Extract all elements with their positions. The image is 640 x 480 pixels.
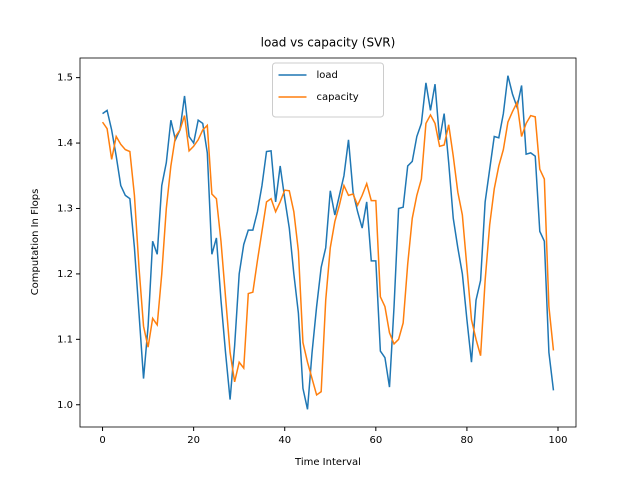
x-tick-label: 20 [187,435,200,446]
y-tick-label: 1.2 [57,269,73,280]
legend-label: capacity [317,92,359,103]
y-axis-label: Computation In Flops [30,189,41,296]
chart-title: load vs capacity (SVR) [261,36,396,50]
x-tick-label: 80 [461,435,474,446]
y-tick-label: 1.3 [57,203,73,214]
line-series [101,99,555,397]
plot-frame [79,57,577,428]
x-tick-label: 40 [278,435,291,446]
x-axis-label: Time Interval [294,457,361,468]
line-series [102,75,555,410]
y-tick-label: 1.0 [57,400,73,411]
x-tick-label: 60 [369,435,382,446]
x-tick-label: 0 [99,435,105,446]
legend-label: load [317,70,338,81]
y-tick-label: 1.4 [57,138,73,149]
x-tick-label: 100 [548,435,567,446]
y-tick-label: 1.1 [57,334,73,345]
legend-box [272,62,384,118]
y-tick-label: 1.5 [57,73,73,84]
